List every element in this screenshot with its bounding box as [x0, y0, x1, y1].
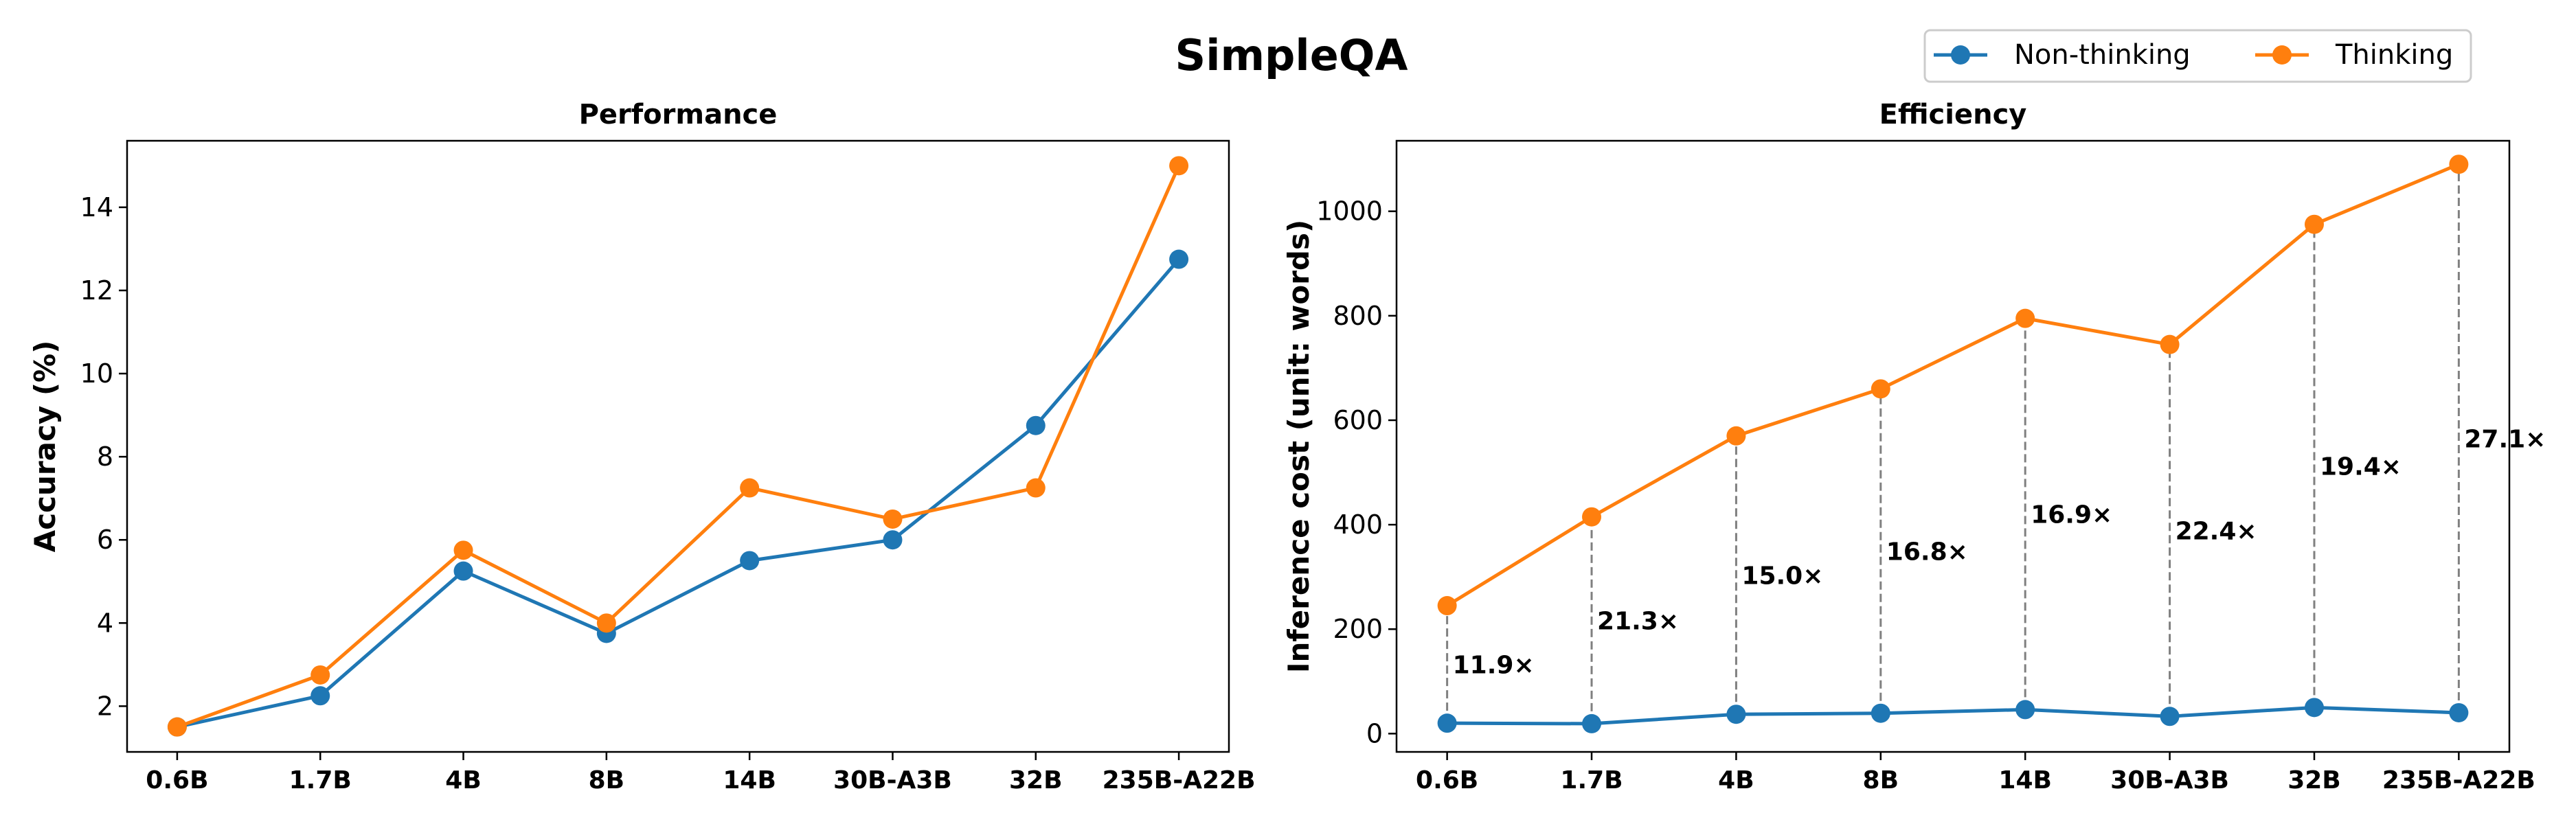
efficiency-point-thinking — [1582, 507, 1602, 527]
ratio-label: 16.8× — [1886, 538, 1968, 566]
efficiency-xtick-label: 4B — [1718, 766, 1754, 794]
performance-ytick-label: 8 — [97, 442, 113, 472]
ratio-label: 16.9× — [2031, 501, 2112, 529]
performance-xtick-label: 4B — [445, 766, 482, 794]
performance-xtick-label: 8B — [589, 766, 625, 794]
performance-series-line-non-thinking — [177, 258, 1180, 729]
performance-ytick-label: 10 — [80, 358, 113, 389]
performance-series-line-thinking — [177, 165, 1181, 729]
performance-point-non-thinking — [740, 551, 760, 571]
performance-point-non-thinking — [1169, 249, 1189, 269]
performance-plot-frame — [126, 139, 1230, 753]
performance-ytick-label: 4 — [97, 608, 113, 638]
performance-xtick-label: 1.7B — [289, 766, 352, 794]
ratio-label: 22.4× — [2176, 517, 2257, 545]
performance-ytick-label: 12 — [80, 275, 113, 306]
performance-point-thinking — [740, 478, 760, 498]
legend: Non-thinking Thinking — [1923, 29, 2472, 83]
efficiency-point-non-thinking — [1871, 703, 1890, 723]
performance-point-non-thinking — [883, 530, 903, 550]
ratio-label: 15.0× — [1741, 562, 1823, 591]
efficiency-ytick-label: 200 — [1333, 614, 1383, 644]
efficiency-point-non-thinking — [2449, 702, 2469, 722]
performance-ytick-label: 14 — [80, 192, 113, 222]
efficiency-point-thinking — [1726, 426, 1746, 446]
performance-point-non-thinking — [1026, 415, 1046, 435]
efficiency-point-non-thinking — [1726, 705, 1746, 724]
performance-ytick-label: 6 — [97, 525, 113, 555]
performance-xtick-label: 14B — [723, 766, 776, 794]
efficiency-ytick-label: 800 — [1333, 301, 1383, 331]
efficiency-y-axis-label: Inference cost (unit: words) — [1282, 220, 1315, 673]
efficiency-ytick-label: 400 — [1333, 510, 1383, 540]
efficiency-xtick-label: 8B — [1863, 766, 1899, 794]
performance-point-thinking — [453, 540, 473, 560]
efficiency-xtick-label: 30B-A3B — [2110, 766, 2229, 794]
efficiency-point-thinking — [2015, 308, 2035, 328]
efficiency-plot-frame — [1395, 139, 2511, 753]
performance-point-thinking — [1026, 478, 1046, 498]
efficiency-axes: Efficiency Inference cost (unit: words) … — [1282, 99, 2546, 794]
performance-xtick-label: 0.6B — [146, 766, 208, 794]
efficiency-point-non-thinking — [1582, 713, 1602, 733]
performance-xtick-label: 30B-A3B — [833, 766, 952, 794]
efficiency-xtick-label: 14B — [1998, 766, 2052, 794]
efficiency-xtick-label: 1.7B — [1560, 766, 1623, 794]
legend-marker-thinking — [2272, 45, 2292, 65]
performance-ytick-label: 2 — [97, 691, 113, 721]
efficiency-xtick-label: 32B — [2287, 766, 2341, 794]
efficiency-point-thinking — [2304, 214, 2324, 234]
efficiency-point-non-thinking — [2160, 707, 2180, 726]
legend-marker-non-thinking — [1951, 45, 1970, 65]
efficiency-point-thinking — [2160, 334, 2180, 354]
performance-point-thinking — [883, 509, 903, 529]
efficiency-series-line-non-thinking — [1447, 705, 2459, 726]
figure-title: SimpleQA — [1175, 30, 1408, 80]
performance-point-non-thinking — [453, 561, 473, 581]
performance-axes: Performance Accuracy (%) 2 4 6 8 10 12 14 0.6B 1… — [28, 99, 1256, 794]
performance-title: Performance — [579, 99, 778, 130]
performance-xtick-label: 235B-A22B — [1103, 766, 1256, 794]
performance-xtick-label: 32B — [1009, 766, 1063, 794]
ratio-label: 11.9× — [1453, 652, 1535, 680]
legend-label-thinking: Thinking — [2335, 39, 2453, 71]
performance-point-thinking — [596, 613, 616, 633]
ratio-label: 27.1× — [2464, 426, 2546, 454]
efficiency-xtick-label: 235B-A22B — [2382, 766, 2535, 794]
performance-y-axis-label: Accuracy (%) — [28, 341, 62, 553]
efficiency-point-non-thinking — [2015, 700, 2035, 720]
efficiency-point-non-thinking — [2304, 698, 2324, 718]
efficiency-series-line-thinking — [1446, 162, 2460, 608]
efficiency-point-thinking — [1437, 596, 1457, 616]
performance-point-thinking — [310, 665, 330, 685]
legend-frame — [1923, 29, 2472, 83]
efficiency-ytick-label: 1000 — [1316, 196, 1383, 227]
efficiency-point-thinking — [2449, 154, 2469, 174]
legend-label-non-thinking: Non-thinking — [2014, 39, 2191, 71]
ratio-label: 21.3× — [1597, 607, 1679, 635]
performance-point-thinking — [1169, 156, 1189, 176]
ratio-label: 19.4× — [2320, 453, 2402, 481]
efficiency-ytick-label: 0 — [1366, 718, 1383, 748]
performance-point-non-thinking — [310, 686, 330, 706]
efficiency-point-thinking — [1871, 379, 1890, 399]
performance-point-thinking — [167, 717, 187, 737]
efficiency-point-non-thinking — [1437, 713, 1457, 733]
efficiency-ytick-label: 600 — [1333, 405, 1383, 435]
efficiency-xtick-label: 0.6B — [1416, 766, 1478, 794]
efficiency-title: Efficiency — [1879, 99, 2027, 130]
